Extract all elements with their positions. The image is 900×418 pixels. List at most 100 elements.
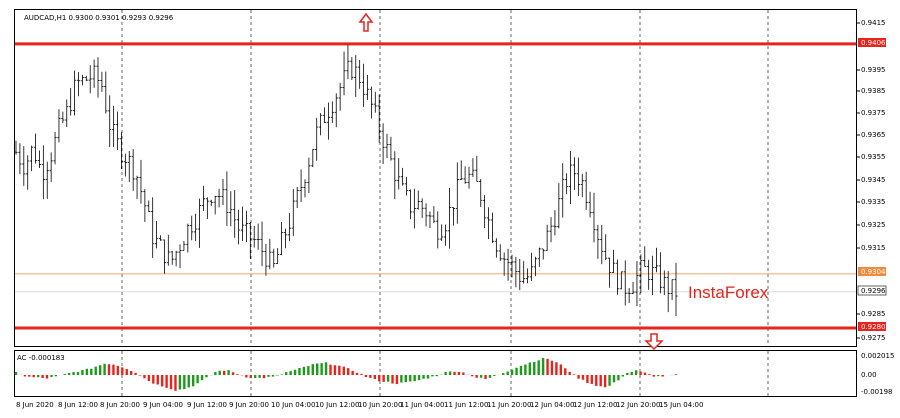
ohlc-bar xyxy=(604,234,608,261)
ohlc-bar xyxy=(295,186,299,209)
ohlc-bar xyxy=(108,95,112,148)
ohlc-bar xyxy=(303,179,307,198)
ohlc-bar xyxy=(494,238,498,258)
ohlc-bar xyxy=(182,240,186,251)
ohlc-bar xyxy=(576,157,580,197)
ohlc-bar xyxy=(385,133,389,158)
price-tick: 0.9285 xyxy=(861,310,886,318)
indicator-pane[interactable] xyxy=(14,350,857,397)
ohlc-bar xyxy=(209,199,213,207)
instaforex-watermark: InstaForex xyxy=(688,283,769,302)
time-label: 9 Jun 12:00 xyxy=(187,401,227,409)
ohlc-bar xyxy=(565,173,569,195)
indicator-title: AC -0.000183 xyxy=(17,354,65,362)
ac-histogram xyxy=(14,357,678,391)
ohlc-bar xyxy=(408,189,413,220)
ohlc-bar xyxy=(287,213,291,242)
ohlc-bar xyxy=(416,190,420,210)
support-level-tag xyxy=(858,322,886,331)
ohlc-bar xyxy=(61,111,65,124)
time-label: 9 Jun 04:00 xyxy=(143,401,183,409)
ohlc-bar xyxy=(420,198,424,219)
support-level-label: 0.9280 xyxy=(861,323,886,331)
ohlc-bar xyxy=(342,51,346,96)
ohlc-bar xyxy=(639,254,643,294)
ohlc-bar xyxy=(233,190,237,238)
price-pane[interactable] xyxy=(14,9,857,347)
ohlc-bar xyxy=(432,206,436,224)
ohlc-bar xyxy=(463,166,467,184)
ohlc-bar xyxy=(291,188,295,237)
ohlc-bar xyxy=(186,223,190,253)
indicator-axis: 0.002015 0.00 -0.00198 xyxy=(861,352,894,396)
ohlc-bar xyxy=(615,259,620,295)
ohlc-bar xyxy=(158,235,163,241)
ohlc-bar xyxy=(104,71,108,114)
price-tick: 0.9395 xyxy=(861,66,886,74)
ohlc-bar xyxy=(174,250,178,267)
ohlc-bar xyxy=(272,248,276,268)
ohlc-bar xyxy=(377,94,381,143)
current-level-label: 0.9304 xyxy=(861,268,886,276)
ohlc-bar xyxy=(26,155,30,190)
time-label: 8 Jun 2020 xyxy=(16,401,54,409)
horizontal-levels xyxy=(15,42,856,330)
price-tick: 0.9345 xyxy=(861,176,886,184)
ohlc-bar xyxy=(162,239,167,274)
ohlc-bar xyxy=(592,192,596,243)
ohlc-bar xyxy=(76,72,81,97)
ohlc-bar xyxy=(33,133,38,164)
time-label: 10 Jun 20:00 xyxy=(358,401,402,409)
ohlc-bar xyxy=(264,243,268,276)
arrow-down-icon xyxy=(644,333,664,351)
ohlc-bar xyxy=(322,107,327,123)
ohlc-bar xyxy=(354,55,358,97)
ohlc-bar xyxy=(221,178,225,206)
ohlc-bar xyxy=(197,198,202,248)
ohlc-bar xyxy=(483,195,487,228)
price-tick: 0.9315 xyxy=(861,244,886,252)
time-label: 11 Jun 12:00 xyxy=(444,401,488,409)
ohlc-bar xyxy=(45,161,49,199)
price-tick: 0.9415 xyxy=(861,19,886,27)
ohlc-bar xyxy=(18,143,22,175)
ohlc-bar xyxy=(451,207,455,226)
ohlc-bar xyxy=(447,187,452,249)
ohlc-bar xyxy=(561,163,565,218)
ohlc-bar xyxy=(486,207,491,240)
time-label: 10 Jun 12:00 xyxy=(315,401,359,409)
ohlc-bar xyxy=(440,224,444,242)
ohlc-bar xyxy=(361,63,366,107)
price-tick: 0.9355 xyxy=(861,153,886,161)
ohlc-bar xyxy=(154,221,159,249)
ohlc-bar xyxy=(166,234,170,266)
ohlc-bar xyxy=(229,191,233,227)
ohlc-bar xyxy=(471,158,475,178)
ohlc-bar xyxy=(401,167,405,186)
ohlc-bar xyxy=(127,150,131,182)
ohlc-bar xyxy=(92,59,96,88)
ohlc-bar xyxy=(283,228,288,249)
ohlc-bar xyxy=(393,151,397,200)
price-tick: 0.9385 xyxy=(861,87,886,95)
ohlc-bar xyxy=(537,247,541,267)
ohlc-bar xyxy=(112,105,116,148)
ohlc-bar xyxy=(658,252,662,294)
ohlc-bar xyxy=(631,282,635,295)
ohlc-bar xyxy=(315,117,319,161)
ohlc-bar xyxy=(365,74,370,100)
ohlc-bar xyxy=(119,132,124,169)
time-label: 11 Jun 20:00 xyxy=(487,401,531,409)
ohlc-bar xyxy=(311,149,315,168)
ohlc-bar xyxy=(147,200,151,213)
ohlc-bar xyxy=(237,209,241,245)
ohlc-bar xyxy=(131,149,135,191)
ohlc-bar xyxy=(190,215,194,241)
time-label: 9 Jun 20:00 xyxy=(229,401,269,409)
price-axis: 0.9415 0.9395 0.9385 0.9375 0.9365 0.935… xyxy=(857,19,887,342)
ohlc-bar xyxy=(100,71,104,92)
resistance-level-label: 0.9406 xyxy=(861,39,886,47)
ohlc-bar xyxy=(299,169,303,203)
